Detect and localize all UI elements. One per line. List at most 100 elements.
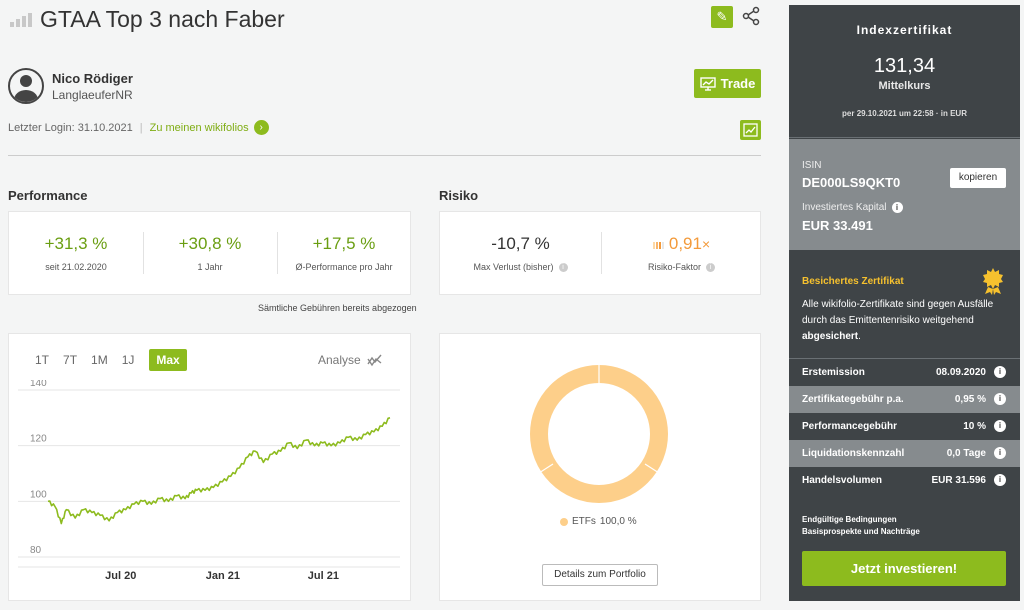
legend-swatch <box>560 517 568 526</box>
performance-line-chart[interactable]: 80 100 120 140 Jul 20 Jan 21 Jul 21 <box>8 380 411 590</box>
row-trading-volume: Handelsvolumen EUR 31.596 i <box>789 467 1020 494</box>
kpi-avg-performance: +17,5 % Ø-Performance pro Jahr <box>277 212 411 272</box>
ranking-bars-icon <box>10 12 32 27</box>
chart-card <box>8 333 411 601</box>
final-terms-link[interactable]: Endgültige Bedingungen <box>802 515 897 524</box>
row-key: Erstemission <box>802 367 865 378</box>
pencil-icon: ✎ <box>716 9 728 24</box>
info-icon[interactable]: i <box>994 447 1006 459</box>
share-icon[interactable] <box>742 6 760 26</box>
kpi-one-year: +30,8 % 1 Jahr <box>143 212 277 272</box>
info-icon[interactable]: i <box>994 393 1006 405</box>
fees-note: Sämtliche Gebühren bereits abgezogen <box>258 303 417 313</box>
series-line <box>47 417 391 525</box>
divider <box>789 137 1020 138</box>
row-value: EUR 31.596 <box>931 475 986 486</box>
kpi-divider <box>143 232 144 274</box>
kpi-label: Max Verlust (bisher) <box>473 262 554 272</box>
invest-button[interactable]: Jetzt investieren! <box>802 551 1006 586</box>
chart-line-icon <box>743 123 758 137</box>
analyse-icon <box>367 354 382 367</box>
info-icon[interactable]: i <box>891 202 903 213</box>
document-links: Endgültige Bedingungen Basisprospekte un… <box>802 514 920 538</box>
base-prospectus-link[interactable]: Basisprospekte und Nachträge <box>802 527 920 536</box>
portfolio-legend: ETFs 100,0 % <box>560 516 637 527</box>
portfolio-details-button[interactable]: Details zum Portfolio <box>542 564 658 586</box>
secured-text-emphasis: abgesichert <box>802 331 859 342</box>
certificate-sidebar: Indexzertifikat 131,34 Mittelkurs per 29… <box>789 5 1020 601</box>
range-tab-1j[interactable]: 1J <box>121 353 135 367</box>
analyse-button[interactable]: Analyse <box>318 353 383 367</box>
secured-text-end: . <box>858 331 861 342</box>
row-value: 08.09.2020 <box>935 367 986 378</box>
y-tick-label: 80 <box>30 545 42 556</box>
mid-price-label: Mittelkurs <box>878 80 931 92</box>
range-tab-1t[interactable]: 1T <box>35 353 50 367</box>
y-tick-label: 120 <box>30 434 47 445</box>
row-liquidation-ratio: Liquidationskennzahl 0,0 Tage i <box>789 440 1020 467</box>
x-tick-label: Jan 21 <box>206 570 240 582</box>
user-name[interactable]: Nico Rödiger <box>52 70 133 86</box>
price-box: Indexzertifikat 131,34 Mittelkurs per 29… <box>789 5 1020 138</box>
kpi-value: +30,8 % <box>178 234 242 253</box>
row-key: Zertifikategebühr p.a. <box>802 394 904 405</box>
copy-isin-button[interactable]: kopieren <box>950 168 1006 188</box>
y-tick-label: 100 <box>30 489 47 500</box>
portfolio-donut-chart[interactable] <box>528 363 670 505</box>
kpi-divider <box>277 232 278 274</box>
range-tab-1m[interactable]: 1M <box>91 353 108 367</box>
kpi-label: Risiko-Faktor <box>647 262 701 272</box>
secured-text: Alle wikifolio-Zertifikate sind gegen Au… <box>802 299 994 326</box>
row-value: 10 % <box>963 421 986 432</box>
row-key: Performancegebühr <box>802 421 898 432</box>
row-key: Handelsvolumen <box>802 475 883 486</box>
trade-label: Trade <box>720 76 756 91</box>
x-tick-label: Jul 21 <box>308 570 339 582</box>
row-key: Liquidationskennzahl <box>802 448 905 459</box>
row-first-issue: Erstemission 08.09.2020 i <box>789 359 1020 386</box>
risk-gauge-icon <box>652 241 664 249</box>
main-content: GTAA Top 3 nach Faber ✎ Nico Rödiger Lan… <box>8 6 761 601</box>
arrow-right-icon[interactable]: › <box>253 120 269 135</box>
isin-label: ISIN <box>802 160 822 171</box>
kpi-divider <box>601 232 602 274</box>
divider <box>789 358 1020 359</box>
secured-certificate-info: Besichertes Zertifikat Alle wikifolio-Ze… <box>802 276 1007 345</box>
range-tab-7t[interactable]: 7T <box>63 353 78 367</box>
login-row: Letzter Login: 31.10.2021 | Zu meinen wi… <box>8 120 269 135</box>
edit-button[interactable]: ✎ <box>711 6 733 28</box>
time-range-tabs: 1T 7T 1M 1J Max <box>28 349 187 371</box>
secured-heading: Besichertes Zertifikat <box>802 276 904 287</box>
info-icon[interactable]: i <box>994 474 1006 486</box>
last-login: Letzter Login: 31.10.2021 <box>8 121 133 134</box>
info-icon[interactable]: i <box>706 263 715 273</box>
range-tab-max[interactable]: Max <box>149 349 187 371</box>
isin-box: ISIN DE000LS9QKT0 kopieren Investiertes … <box>789 139 1020 250</box>
kpi-value: +31,3 % <box>44 234 108 253</box>
chart-compare-button[interactable] <box>740 120 761 140</box>
row-value: 0,0 Tage <box>946 448 986 459</box>
avatar[interactable] <box>8 68 44 104</box>
kpi-value: 0,91 <box>668 234 702 253</box>
my-wikifolios-link[interactable]: Zu meinen wikifolios <box>149 121 249 134</box>
isin-value: DE000LS9QKT0 <box>802 175 901 190</box>
capital-label: Investiertes Kapital <box>802 202 887 214</box>
kpi-max-loss: -10,7 % Max Verlust (bisher) i <box>440 212 601 273</box>
info-icon[interactable]: i <box>994 420 1006 432</box>
kpi-label: seit 21.02.2020 <box>45 262 107 272</box>
x-tick-label: Jul 20 <box>105 570 136 582</box>
kpi-value: -10,7 % <box>491 234 550 253</box>
separator: | <box>139 121 143 134</box>
row-performance-fee: Performancegebühr 10 % i <box>789 413 1020 440</box>
trade-icon <box>699 76 716 91</box>
legend-value: 100,0 % <box>599 516 637 527</box>
row-certificate-fee: Zertifikategebühr p.a. 0,95 % i <box>789 386 1020 413</box>
info-icon[interactable]: i <box>558 263 568 273</box>
risk-card: -10,7 % Max Verlust (bisher) i 0,91× Risi… <box>439 211 761 295</box>
mid-price: 131,34 <box>873 55 936 77</box>
risk-heading: Risiko <box>439 188 479 203</box>
capital-value: EUR 33.491 <box>802 218 873 233</box>
info-icon[interactable]: i <box>994 366 1006 378</box>
trade-button[interactable]: Trade <box>694 69 761 98</box>
donut-segment-etfs[interactable] <box>530 365 668 503</box>
